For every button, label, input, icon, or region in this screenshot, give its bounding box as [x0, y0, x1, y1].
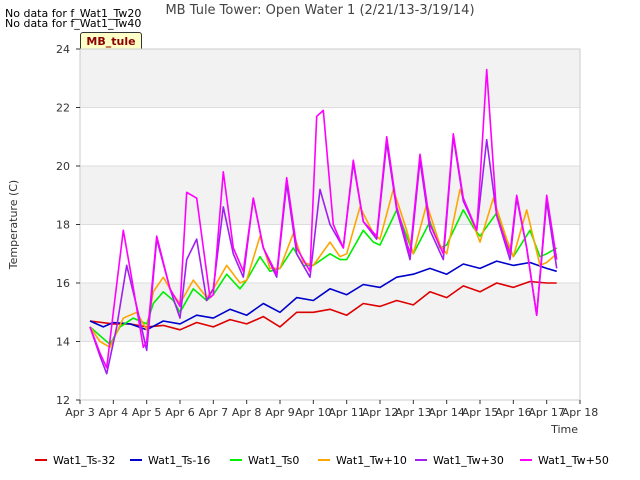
x-tick-label: Apr 11	[328, 406, 365, 419]
plot-background	[80, 49, 580, 400]
x-axis-ticks: Apr 3 Apr 4 Apr 5 Apr 6 Apr 7 Apr 8 Apr 9 Apr 1…	[65, 400, 598, 419]
series-line-wat1-ts-32	[89, 280, 557, 331]
no-data-note-tw20: No data for f_Wat1_Tw20	[5, 7, 142, 20]
y-tick-label: 18	[56, 219, 70, 232]
x-tick-label: Apr 7	[199, 406, 229, 419]
y-tick-label: 12	[56, 394, 70, 407]
x-tick-label: Apr 4	[99, 406, 129, 419]
site-label-box: MB_tule	[80, 32, 142, 52]
plot-band	[80, 341, 580, 400]
legend-item: Wat1_Tw+50	[520, 454, 609, 468]
x-axis-label: Time	[550, 423, 578, 436]
y-tick-label: 22	[56, 102, 70, 115]
y-tick-label: 16	[56, 277, 70, 290]
legend-label: Wat1_Ts-16	[148, 454, 211, 467]
legend-swatch	[130, 459, 142, 461]
legend-label: Wat1_Ts0	[248, 454, 300, 467]
legend-swatch	[318, 459, 330, 461]
series-line-wat1-tw-50	[89, 68, 558, 369]
x-tick-label: Apr 14	[428, 406, 465, 419]
legend-swatch	[35, 459, 47, 461]
legend-swatch	[415, 459, 427, 461]
legend-item: Wat1_Ts-32	[35, 454, 115, 468]
series-line-wat1-ts-16	[89, 260, 557, 331]
plot-band	[80, 107, 580, 166]
legend-label: Wat1_Ts-32	[53, 454, 116, 467]
x-tick-label: Apr 15	[462, 406, 499, 419]
y-tick-label: 20	[56, 160, 70, 173]
legend-item: Wat1_Tw+30	[415, 454, 504, 468]
x-tick-label: Apr 17	[528, 406, 565, 419]
series-line-wat1-ts0	[89, 209, 558, 346]
x-tick-label: Apr 10	[295, 406, 332, 419]
legend-item: Wat1_Ts-16	[130, 454, 210, 468]
legend-label: Wat1_Tw+10	[336, 454, 407, 467]
legend-item: Wat1_Ts0	[230, 454, 299, 468]
x-tick-label: Apr 8	[232, 406, 262, 419]
x-tick-label: Apr 6	[165, 406, 195, 419]
x-tick-label: Apr 9	[265, 406, 295, 419]
series-line-wat1-tw-10	[89, 188, 558, 349]
legend-item: Wat1_Tw+10	[318, 454, 407, 468]
y-tick-label: 14	[56, 336, 70, 349]
x-tick-label: Apr 18	[562, 406, 599, 419]
y-axis-label: Temperature (C)	[7, 180, 20, 270]
chart-title: MB Tule Tower: Open Water 1 (2/21/13-3/1…	[165, 3, 475, 18]
legend-label: Wat1_Tw+30	[433, 454, 504, 467]
legend-swatch	[230, 459, 242, 461]
series-lines	[89, 68, 558, 375]
plot-band	[80, 49, 580, 108]
no-data-note-tw40: No data for f_Wat1_Tw40	[5, 17, 142, 30]
plot-band	[80, 283, 580, 342]
x-tick-label: Apr 3	[65, 406, 95, 419]
x-tick-label: Apr 13	[395, 406, 432, 419]
x-tick-label: Apr 16	[495, 406, 532, 419]
x-tick-label: Apr 12	[362, 406, 399, 419]
y-tick-label: 24	[56, 43, 70, 56]
legend-swatch	[520, 459, 532, 461]
legend-label: Wat1_Tw+50	[538, 454, 609, 467]
y-axis-ticks: 12 14 16 18 20 22 24	[56, 43, 80, 407]
x-tick-label: Apr 5	[132, 406, 162, 419]
